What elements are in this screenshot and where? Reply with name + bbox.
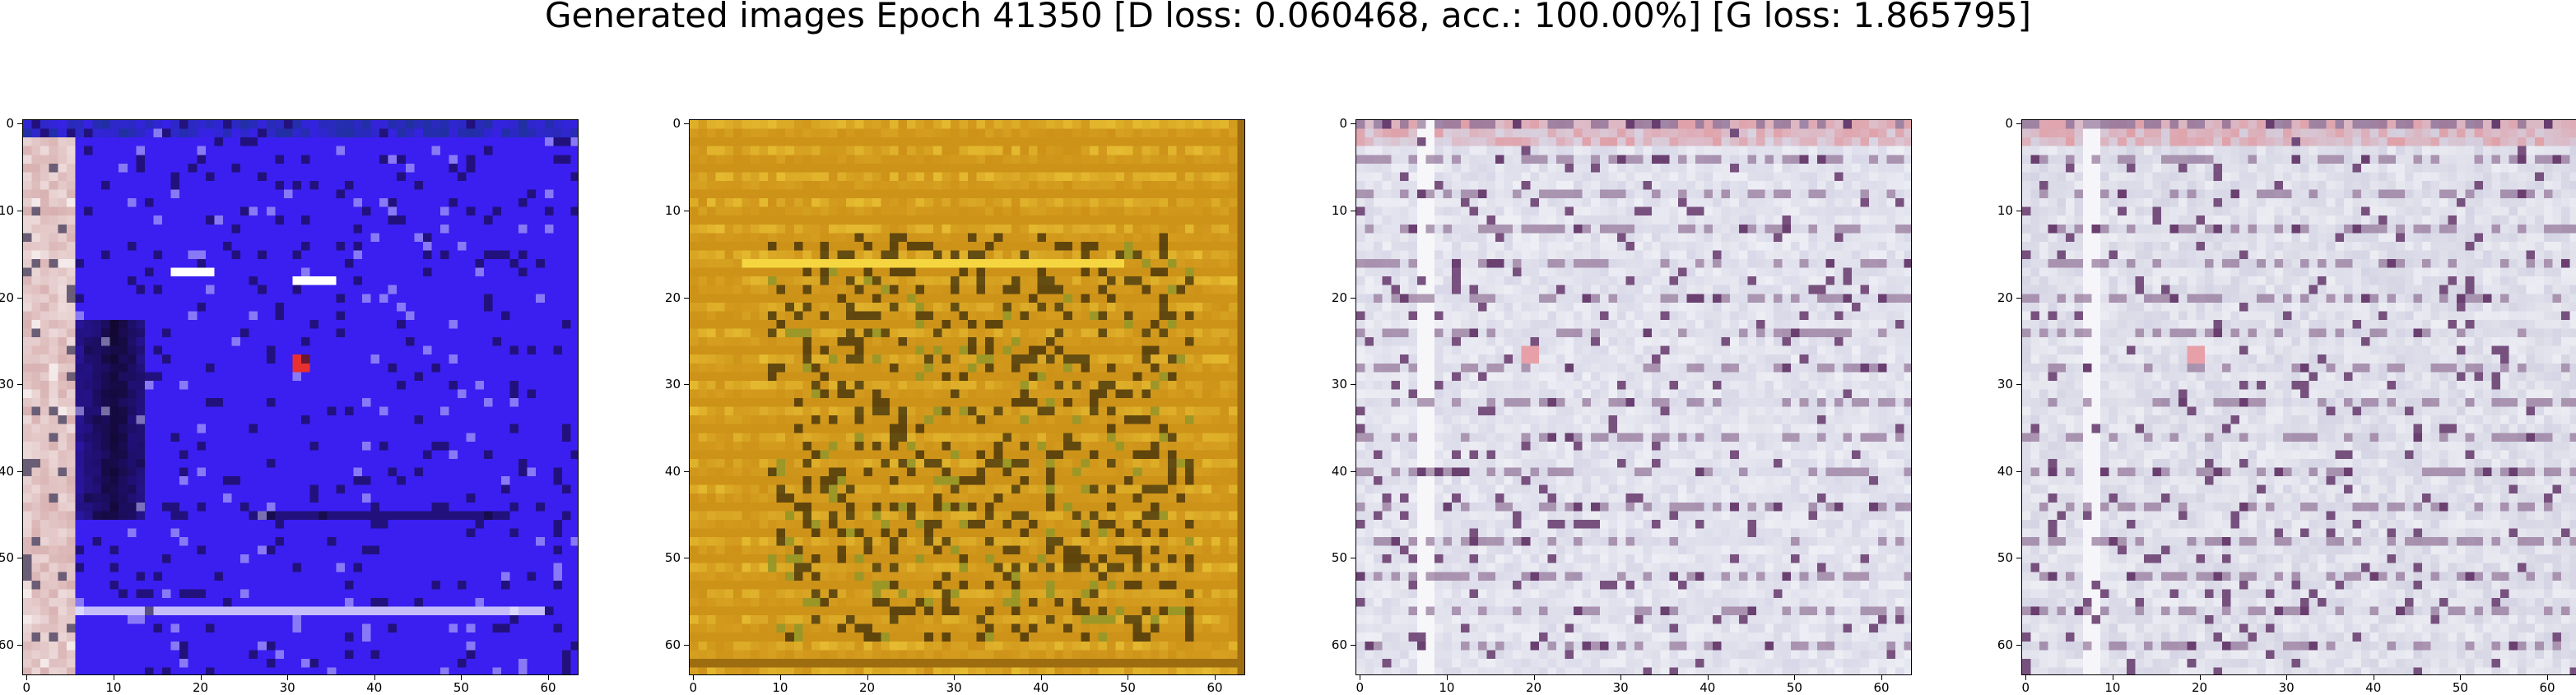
y-tick-mark xyxy=(17,645,22,646)
x-tick-label: 40 xyxy=(358,682,391,694)
x-tick-label: 50 xyxy=(2443,682,2476,694)
x-tick-label: 20 xyxy=(851,682,884,694)
y-tick-mark xyxy=(17,298,22,299)
x-tick-label: 50 xyxy=(1111,682,1144,694)
y-tick-label: 40 xyxy=(1980,466,2013,478)
x-tick-label: 30 xyxy=(2270,682,2303,694)
y-tick-label: 0 xyxy=(648,118,681,130)
image-area xyxy=(2021,119,2576,675)
y-tick-mark xyxy=(17,384,22,385)
x-tick-label: 50 xyxy=(444,682,477,694)
x-tick-label: 10 xyxy=(2096,682,2129,694)
x-tick-label: 60 xyxy=(2531,682,2564,694)
x-tick-label: 30 xyxy=(271,682,304,694)
y-tick-mark xyxy=(1351,471,1355,472)
x-tick-label: 20 xyxy=(1518,682,1551,694)
generated-image xyxy=(1356,120,1912,675)
x-tick-label: 0 xyxy=(677,682,709,694)
y-tick-mark xyxy=(684,298,689,299)
y-tick-label: 20 xyxy=(1314,292,1347,304)
y-tick-label: 50 xyxy=(648,552,681,564)
x-tick-label: 20 xyxy=(184,682,217,694)
y-tick-label: 0 xyxy=(0,118,14,130)
x-tick-label: 40 xyxy=(2357,682,2390,694)
y-tick-mark xyxy=(684,384,689,385)
x-tick-label: 0 xyxy=(1343,682,1376,694)
y-tick-mark xyxy=(684,471,689,472)
image-panel-1: 0 10 20 30 40 50 60 0 10 20 30 40 50 60 xyxy=(22,119,579,675)
y-tick-label: 50 xyxy=(1314,552,1347,564)
image-area xyxy=(1355,119,1912,675)
y-tick-mark xyxy=(2016,471,2021,472)
y-tick-label: 30 xyxy=(0,378,14,391)
x-tick-label: 10 xyxy=(97,682,130,694)
y-tick-label: 0 xyxy=(1980,118,2013,130)
y-tick-label: 40 xyxy=(648,466,681,478)
image-panel-4: 0 10 20 30 40 50 60 0 10 20 30 40 50 60 xyxy=(2021,119,2576,675)
y-tick-mark xyxy=(2016,645,2021,646)
y-tick-mark xyxy=(1351,298,1355,299)
x-tick-label: 10 xyxy=(1430,682,1463,694)
y-tick-label: 30 xyxy=(648,378,681,391)
y-tick-label: 60 xyxy=(0,639,14,651)
y-tick-mark xyxy=(2016,123,2021,124)
y-tick-label: 0 xyxy=(1314,118,1347,130)
y-tick-label: 10 xyxy=(1980,205,2013,217)
y-tick-mark xyxy=(684,123,689,124)
y-tick-label: 40 xyxy=(1314,466,1347,478)
y-tick-label: 60 xyxy=(648,639,681,651)
y-tick-label: 20 xyxy=(0,292,14,304)
y-tick-mark xyxy=(1351,384,1355,385)
y-tick-mark xyxy=(17,123,22,124)
x-tick-label: 30 xyxy=(937,682,970,694)
y-tick-label: 20 xyxy=(1980,292,2013,304)
y-tick-label: 50 xyxy=(1980,552,2013,564)
image-area xyxy=(22,119,579,675)
y-tick-label: 10 xyxy=(1314,205,1347,217)
y-tick-mark xyxy=(1351,123,1355,124)
x-tick-label: 60 xyxy=(1865,682,1898,694)
generated-image xyxy=(690,120,1245,675)
figure-title: Generated images Epoch 41350 [D loss: 0.… xyxy=(0,0,2576,49)
image-panel-2: 0 10 20 30 40 50 60 0 10 20 30 40 50 60 xyxy=(689,119,1245,675)
x-tick-label: 30 xyxy=(1604,682,1637,694)
x-tick-label: 10 xyxy=(764,682,797,694)
image-panel-3: 0 10 20 30 40 50 60 0 10 20 30 40 50 60 xyxy=(1355,119,1912,675)
y-tick-label: 60 xyxy=(1980,639,2013,651)
y-tick-mark xyxy=(17,471,22,472)
y-tick-label: 20 xyxy=(648,292,681,304)
y-tick-label: 10 xyxy=(0,205,14,217)
y-tick-label: 30 xyxy=(1980,378,2013,391)
x-tick-label: 0 xyxy=(10,682,43,694)
x-tick-label: 50 xyxy=(1778,682,1811,694)
y-tick-label: 50 xyxy=(0,552,14,564)
x-tick-label: 0 xyxy=(2009,682,2042,694)
y-tick-mark xyxy=(1351,645,1355,646)
y-tick-label: 30 xyxy=(1314,378,1347,391)
generated-image xyxy=(23,120,579,675)
y-tick-mark xyxy=(2016,384,2021,385)
x-tick-label: 40 xyxy=(1025,682,1058,694)
x-tick-label: 20 xyxy=(2183,682,2216,694)
x-tick-label: 40 xyxy=(1691,682,1724,694)
x-tick-label: 60 xyxy=(532,682,565,694)
y-tick-mark xyxy=(684,645,689,646)
image-area xyxy=(689,119,1245,675)
y-tick-label: 10 xyxy=(648,205,681,217)
y-tick-label: 40 xyxy=(0,466,14,478)
x-tick-label: 60 xyxy=(1198,682,1231,694)
y-tick-mark xyxy=(2016,298,2021,299)
y-tick-label: 60 xyxy=(1314,639,1347,651)
generated-image xyxy=(2022,120,2576,675)
